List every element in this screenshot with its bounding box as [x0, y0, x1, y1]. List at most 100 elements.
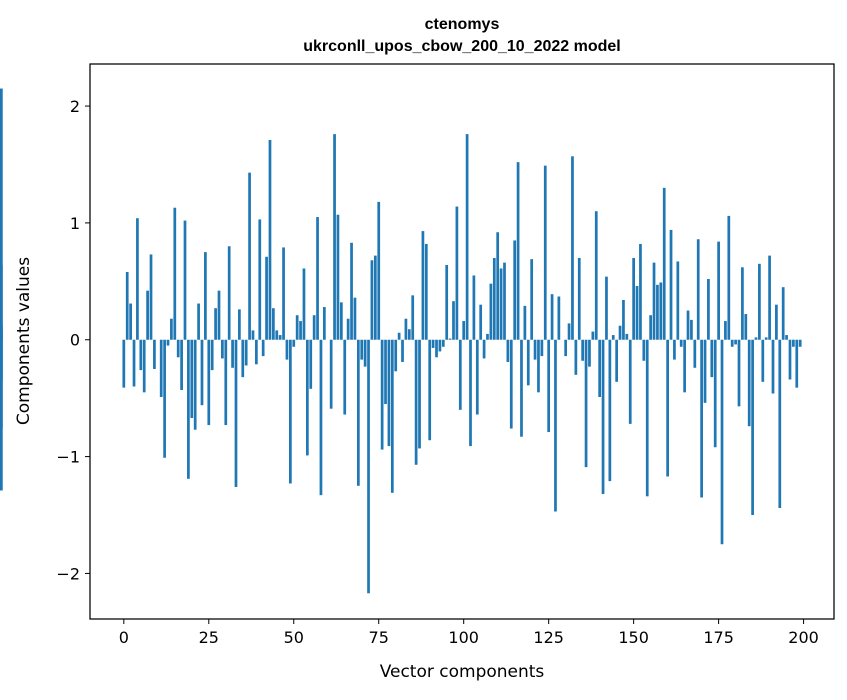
bar [251, 330, 255, 340]
bar [741, 267, 744, 340]
bar [486, 333, 489, 340]
x-tick-label: 100 [448, 628, 479, 647]
bar [136, 218, 139, 340]
bar [509, 339, 513, 429]
bar [482, 339, 486, 359]
bar [217, 290, 221, 340]
bar [571, 156, 574, 340]
bar [129, 303, 132, 340]
bar [554, 339, 557, 512]
bar [0, 264, 3, 340]
bar [642, 339, 646, 361]
bar [458, 339, 462, 410]
y-tick-label: 1 [70, 214, 80, 233]
bar [628, 339, 632, 424]
bar [747, 339, 751, 427]
bar [608, 339, 612, 482]
bar [367, 339, 370, 594]
bar [431, 339, 435, 348]
bar [268, 139, 272, 340]
bar [543, 165, 547, 340]
bar [190, 339, 194, 419]
bar [489, 283, 493, 340]
bar [618, 325, 622, 340]
bar [744, 314, 748, 340]
bar [397, 332, 401, 340]
bar [244, 339, 248, 366]
bar [611, 335, 615, 340]
bar [475, 339, 479, 415]
bar [316, 217, 319, 340]
bar [540, 339, 544, 357]
bar [662, 187, 666, 340]
bar [183, 220, 187, 340]
bar [322, 307, 326, 340]
bar [669, 229, 673, 340]
bar [278, 335, 282, 340]
bar [452, 301, 455, 340]
bar [377, 201, 381, 340]
bar [591, 331, 595, 340]
bar [734, 339, 737, 345]
x-axis-ticks: 0 25 50 75 100 125 150 175 200 [119, 619, 819, 647]
bar [292, 339, 296, 347]
bar [564, 339, 568, 357]
bar [302, 268, 306, 340]
bar [513, 240, 517, 340]
bars-group [0, 88, 802, 594]
bar [533, 339, 537, 360]
bar [350, 242, 353, 340]
bar [645, 339, 649, 497]
bar [764, 337, 768, 340]
y-tick-label: −2 [56, 564, 80, 583]
bar [255, 339, 258, 365]
bar [496, 232, 500, 340]
bar [414, 339, 418, 465]
bar [737, 339, 741, 407]
bar [221, 339, 224, 359]
bar [625, 333, 629, 340]
x-tick-label: 200 [788, 628, 819, 647]
bar [435, 339, 438, 358]
bar [686, 310, 690, 340]
y-tick-label: −1 [56, 448, 80, 467]
bar [781, 287, 785, 340]
bar [516, 162, 520, 340]
bar [492, 257, 496, 340]
bar [312, 315, 316, 340]
bar [210, 339, 214, 371]
bar [438, 339, 442, 352]
chart-subtitle: ukrconll_upos_cbow_200_10_2022 model [303, 38, 620, 55]
bar [594, 211, 598, 340]
bar [577, 257, 581, 340]
y-tick-label: 2 [70, 97, 80, 116]
bar [224, 339, 228, 426]
bar [676, 261, 680, 340]
bar [727, 215, 731, 340]
bar [285, 339, 289, 360]
bar [758, 263, 761, 340]
bar [122, 339, 126, 388]
bar [530, 259, 534, 340]
bar [132, 339, 136, 387]
bar [394, 339, 398, 372]
bar [339, 302, 343, 340]
bar [360, 339, 364, 360]
bar [404, 318, 408, 340]
bar [407, 329, 411, 340]
bar [139, 339, 143, 371]
bar [455, 206, 459, 340]
bar [639, 243, 642, 340]
bar [258, 219, 262, 340]
bar [506, 339, 510, 362]
bar [289, 339, 292, 484]
bar [146, 290, 149, 340]
bar [778, 339, 782, 508]
x-tick-label: 175 [703, 628, 734, 647]
bar [469, 339, 472, 447]
bar [299, 321, 302, 340]
bar [329, 339, 333, 409]
bar [632, 257, 635, 340]
y-axis-label: Components values [14, 257, 34, 425]
